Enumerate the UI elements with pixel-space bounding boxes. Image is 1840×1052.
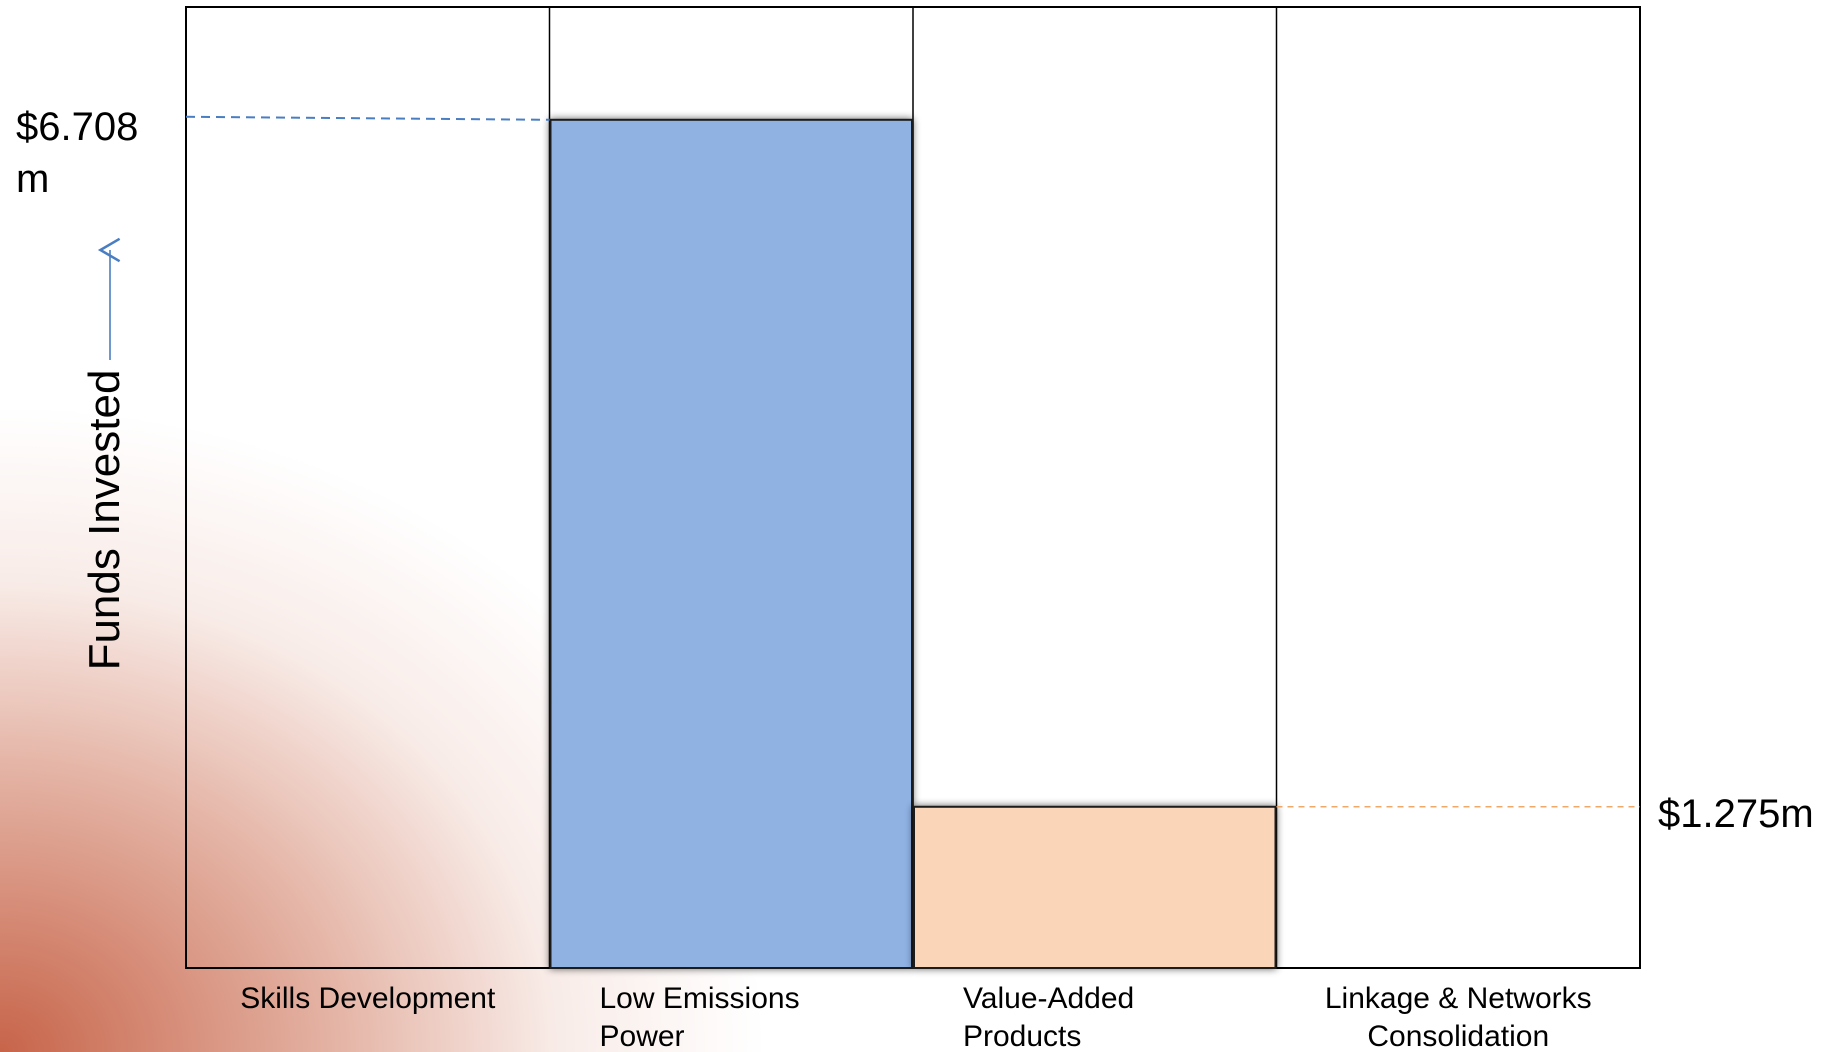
y-axis-label: Funds Invested [80,370,129,671]
reference-line-0 [185,115,550,121]
category-label: Linkage & Networks [1325,982,1592,1015]
category-label: Consolidation [1367,1020,1549,1052]
bar-1 [549,118,913,969]
category-label: Products [963,1020,1081,1052]
category-label: Power [600,1020,685,1052]
annotation-label: $1.275m [1658,792,1814,836]
annotation-label: $6.708 [16,105,138,149]
category-label: Skills Development [240,982,496,1015]
category-label: Value-Added [963,982,1134,1015]
bar-2 [913,805,1277,969]
annotation-label: m [16,157,49,201]
category-label: Low Emissions [600,982,800,1015]
